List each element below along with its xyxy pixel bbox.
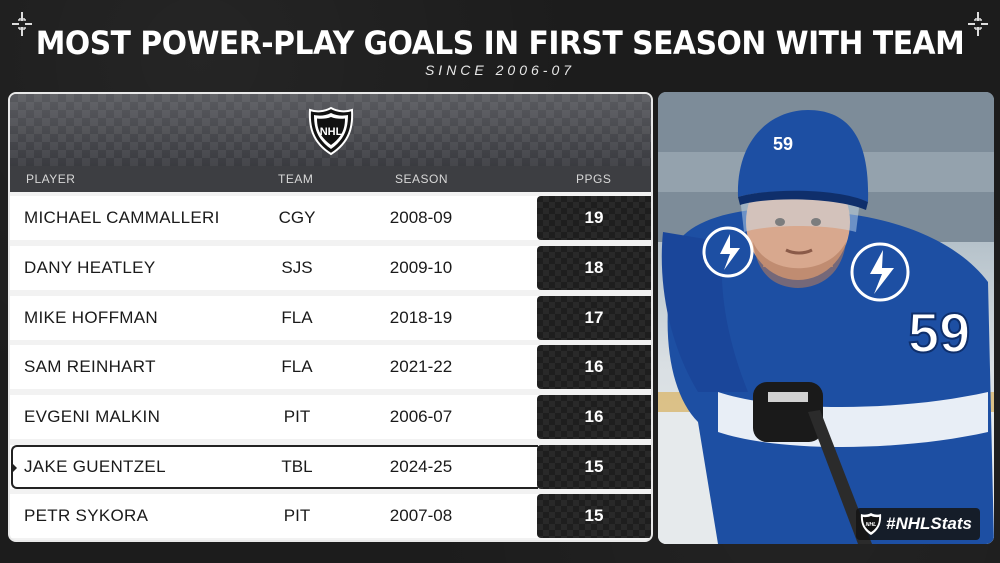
stats-table-panel: NHL PLAYER TEAM SEASON PPGS MICHAEL CAMM… <box>8 92 653 542</box>
column-header-season: SEASON <box>395 172 449 186</box>
player-name: MICHAEL CAMMALLERI <box>24 208 220 227</box>
player-name: MIKE HOFFMAN <box>24 308 158 327</box>
svg-text:NHL: NHL <box>866 522 877 528</box>
ppgs-value: 16 <box>537 345 651 389</box>
player-photo: 59 59 <box>658 92 994 544</box>
hockey-player-illustration: 59 59 <box>658 92 994 544</box>
page-subtitle: SINCE 2006-07 <box>424 62 576 78</box>
column-header-ppgs: PPGS <box>576 172 612 186</box>
season: 2007-08 <box>389 506 453 525</box>
team-code: PIT <box>283 506 311 525</box>
season: 2006-07 <box>389 407 453 426</box>
team-code: SJS <box>281 258 313 277</box>
team-code: FLA <box>281 308 313 327</box>
nhl-stats-hashtag: NHL #NHLStats <box>856 508 980 540</box>
hashtag-text: #NHLStats <box>886 514 972 533</box>
ppgs-value: 15 <box>537 494 651 538</box>
table-row: EVGENI MALKIN PIT 2006-07 16 <box>10 395 651 439</box>
player-name: SAM REINHART <box>24 357 156 376</box>
player-name: JAKE GUENTZEL <box>24 457 166 476</box>
column-headers: PLAYER TEAM SEASON PPGS <box>10 166 651 192</box>
column-header-player: PLAYER <box>26 172 76 186</box>
team-code: TBL <box>281 457 313 476</box>
table-row: MICHAEL CAMMALLERI CGY 2008-09 19 <box>10 196 651 240</box>
svg-text:NHL: NHL <box>320 126 343 138</box>
season: 2008-09 <box>389 208 453 227</box>
page-title: MOST POWER-PLAY GOALS IN FIRST SEASON WI… <box>35 24 965 62</box>
corner-sparkle-icon <box>968 12 988 36</box>
team-code: CGY <box>278 208 316 227</box>
nhl-shield-logo-icon: NHL <box>308 106 354 156</box>
ppgs-value: 18 <box>537 246 651 290</box>
ppgs-value: 19 <box>537 196 651 240</box>
season: 2018-19 <box>389 308 453 327</box>
team-code: PIT <box>283 407 311 426</box>
season: 2009-10 <box>389 258 453 277</box>
ppgs-value: 17 <box>537 296 651 340</box>
corner-sparkle-icon <box>12 12 32 36</box>
table-row-highlighted: JAKE GUENTZEL TBL 2024-25 15 <box>10 445 651 489</box>
highlight-arrow-icon <box>12 463 17 473</box>
season: 2021-22 <box>389 357 453 376</box>
ppgs-value: 16 <box>537 395 651 439</box>
table-row: SAM REINHART FLA 2021-22 16 <box>10 345 651 389</box>
helmet-number: 59 <box>773 134 793 154</box>
table-header-banner: NHL <box>10 94 651 166</box>
table-row: PETR SYKORA PIT 2007-08 15 <box>10 494 651 538</box>
table-row: DANY HEATLEY SJS 2009-10 18 <box>10 246 651 290</box>
season: 2024-25 <box>389 457 453 476</box>
ppgs-value: 15 <box>537 445 651 489</box>
player-name: PETR SYKORA <box>24 506 149 525</box>
table-row: MIKE HOFFMAN FLA 2018-19 17 <box>10 296 651 340</box>
team-code: FLA <box>281 357 313 376</box>
jersey-number: 59 <box>908 301 970 364</box>
nhl-shield-logo-icon: NHL <box>860 513 882 535</box>
player-name: EVGENI MALKIN <box>24 407 161 426</box>
column-header-team: TEAM <box>278 172 314 186</box>
player-name: DANY HEATLEY <box>24 258 156 277</box>
